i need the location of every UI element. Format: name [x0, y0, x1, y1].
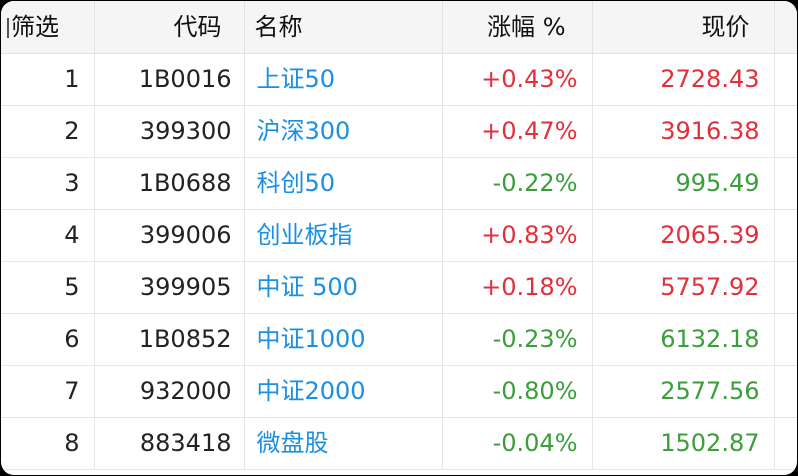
filter-icon	[1, 17, 9, 38]
row-name: 中证 500	[244, 261, 443, 314]
table-row[interactable]: 4 399006 创业板指 +0.83% 2065.39	[1, 209, 797, 262]
row-price: 3916.38	[592, 105, 775, 158]
row-name: 科创50	[244, 157, 443, 210]
row-code: 399006	[94, 209, 245, 262]
row-spacer	[774, 313, 797, 366]
row-name: 创业板指	[244, 209, 443, 262]
row-code: 1B0016	[94, 53, 245, 106]
row-spacer	[774, 365, 797, 418]
row-change: +0.47%	[442, 105, 593, 158]
row-rank: 3	[1, 157, 95, 210]
table-row[interactable]: 7 932000 中证2000 -0.80% 2577.56	[1, 365, 797, 418]
row-change: -0.04%	[442, 417, 593, 470]
row-code: 932000	[94, 365, 245, 418]
table-row[interactable]: 5 399905 中证 500 +0.18% 5757.92	[1, 261, 797, 314]
column-header-code[interactable]: 代码	[94, 1, 245, 54]
row-change: +0.18%	[442, 261, 593, 314]
row-spacer	[774, 105, 797, 158]
row-price: 1502.87	[592, 417, 775, 470]
row-price: 995.49	[592, 157, 775, 210]
row-rank: 7	[1, 365, 95, 418]
row-change: -0.22%	[442, 157, 593, 210]
row-code: 399300	[94, 105, 245, 158]
column-header-spacer	[774, 1, 797, 54]
table-row[interactable]: 6 1B0852 中证1000 -0.23% 6132.18	[1, 313, 797, 366]
row-rank: 4	[1, 209, 95, 262]
table-header-row: 筛选 代码 名称 涨幅 % 现价	[1, 1, 797, 54]
column-header-change[interactable]: 涨幅 %	[442, 1, 593, 54]
row-rank: 5	[1, 261, 95, 314]
row-change: +0.83%	[442, 209, 593, 262]
row-price: 2728.43	[592, 53, 775, 106]
table-row[interactable]: 3 1B0688 科创50 -0.22% 995.49	[1, 157, 797, 210]
row-price: 2577.56	[592, 365, 775, 418]
row-rank: 6	[1, 313, 95, 366]
row-spacer	[774, 53, 797, 106]
row-spacer	[774, 417, 797, 470]
row-change: -0.80%	[442, 365, 593, 418]
row-code: 883418	[94, 417, 245, 470]
row-code: 1B0852	[94, 313, 245, 366]
column-header-name[interactable]: 名称	[244, 1, 443, 54]
row-code: 1B0688	[94, 157, 245, 210]
row-price: 2065.39	[592, 209, 775, 262]
column-header-price[interactable]: 现价	[592, 1, 775, 54]
column-header-filter[interactable]: 筛选	[1, 1, 95, 54]
row-spacer	[774, 261, 797, 314]
row-price: 5757.92	[592, 261, 775, 314]
row-name: 中证2000	[244, 365, 443, 418]
row-spacer	[774, 157, 797, 210]
row-name: 微盘股	[244, 417, 443, 470]
row-rank: 1	[1, 53, 95, 106]
row-rank: 2	[1, 105, 95, 158]
table-row[interactable]: 1 1B0016 上证50 +0.43% 2728.43	[1, 53, 797, 106]
row-name: 沪深300	[244, 105, 443, 158]
table-row[interactable]: 2 399300 沪深300 +0.47% 3916.38	[1, 105, 797, 158]
table-row[interactable]: 8 883418 微盘股 -0.04% 1502.87	[1, 417, 797, 470]
row-code: 399905	[94, 261, 245, 314]
row-change: +0.43%	[442, 53, 593, 106]
row-rank: 8	[1, 417, 95, 470]
row-name: 上证50	[244, 53, 443, 106]
row-price: 6132.18	[592, 313, 775, 366]
row-change: -0.23%	[442, 313, 593, 366]
row-name: 中证1000	[244, 313, 443, 366]
row-spacer	[774, 209, 797, 262]
